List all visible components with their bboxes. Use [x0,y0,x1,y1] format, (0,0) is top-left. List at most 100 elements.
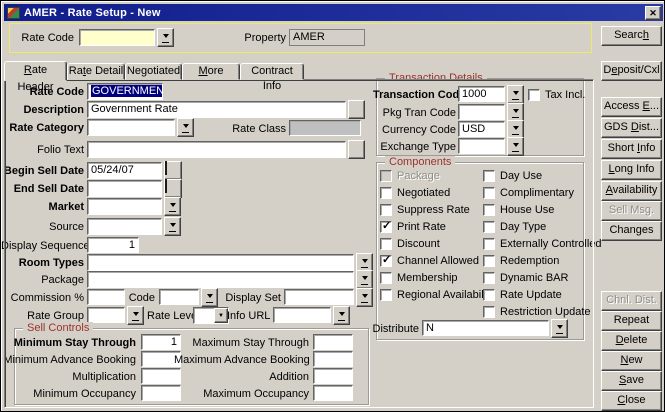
exchange-type-lov-icon[interactable] [507,137,524,156]
component-print-rate-row: Print Rate [380,219,446,233]
access-e-button[interactable]: Access E... [601,97,662,117]
channel-allowed-checkbox[interactable] [380,253,392,267]
long-info-button[interactable]: Long Info [601,160,662,180]
day-type-checkbox[interactable] [483,220,495,233]
display-sequence-input[interactable]: 1 [87,237,139,253]
rate-code-input[interactable]: GOVERNMENT [87,83,163,100]
close-icon[interactable]: ✕ [645,5,661,20]
display-set-input[interactable] [284,289,354,305]
pkg-tran-code-input[interactable] [458,104,505,120]
top-rate-code-lov-icon[interactable] [157,28,174,47]
package-input[interactable] [87,271,354,288]
begin-sell-date-label: Begin Sell Date [3,165,84,177]
sell-controls-group: Sell Controls [14,322,369,405]
max-advance-booking-input[interactable] [313,351,353,367]
rate-code-label: Rate Code [29,86,84,98]
rate-class-field [289,120,361,136]
chevron-down-icon[interactable]: ▼ [214,308,228,323]
print-rate-checkbox[interactable] [380,219,392,233]
info-url-lov-icon[interactable] [333,306,350,325]
commission-code-lov-icon[interactable] [201,288,218,307]
end-sell-date-input[interactable] [87,180,162,197]
app-icon [7,6,20,19]
delete-button[interactable]: Delete [601,331,662,351]
restriction-update-checkbox[interactable] [483,305,495,318]
exchange-type-input[interactable] [458,138,505,154]
gds-dist-button[interactable]: GDS Dist... [601,118,662,138]
source-lov-icon[interactable] [164,217,181,236]
membership-checkbox[interactable] [380,271,392,284]
tab-more[interactable]: More [182,63,240,80]
complimentary-checkbox[interactable] [483,186,495,199]
source-input[interactable] [87,218,162,235]
description-input[interactable]: Government Rate [87,101,346,118]
redemption-checkbox[interactable] [483,254,495,267]
component-package-row: Package [380,169,440,182]
pkg-tran-code-label: Pkg Tran Code [382,107,456,119]
search-panel [9,23,592,53]
component-day-type-row: Day Type [483,220,546,233]
top-rate-code-input[interactable] [79,29,155,46]
begin-sell-date-input[interactable]: 05/24/07 [87,162,162,179]
folio-text-translate-icon[interactable] [348,140,365,159]
description-translate-icon[interactable] [348,100,365,119]
tax-incl-row: Tax Incl. [528,88,585,101]
regional-availability-checkbox[interactable] [380,288,392,301]
transaction-code-input[interactable]: 1000 [458,86,505,102]
currency-code-lov-icon[interactable] [507,120,524,139]
source-label: Source [49,221,84,233]
max-occupancy-input[interactable] [313,385,353,401]
min-advance-booking-input[interactable] [141,351,181,367]
externally-controlled-checkbox[interactable] [483,237,495,250]
info-url-input[interactable] [273,307,331,323]
display-sequence-label: Display Sequence [1,240,90,252]
commission-code-input[interactable] [159,289,199,305]
component-dynamic-bar-row: Dynamic BAR [483,271,568,284]
search-button[interactable]: Search [601,26,662,46]
display-set-lov-icon[interactable] [356,288,373,307]
negotiated-checkbox[interactable] [380,186,392,199]
max-stay-through-input[interactable] [313,334,353,350]
short-info-button[interactable]: Short Info [601,139,662,159]
tab-rate-header[interactable]: Rate Header [4,61,67,93]
availability-button[interactable]: Availability [601,181,662,201]
day-use-checkbox[interactable] [483,169,495,182]
save-button[interactable]: Save [601,371,662,391]
changes-button[interactable]: Changes [601,221,662,241]
tab-negotiated[interactable]: Negotiated [125,63,182,80]
multiplication-input[interactable] [141,368,181,384]
dynamic-bar-checkbox[interactable] [483,271,495,284]
rate-level-combo[interactable]: ▼ [193,307,229,324]
close-button[interactable]: Close [601,391,662,411]
min-occupancy-input[interactable] [141,385,181,401]
deposit-cxl-button[interactable]: Deposit/Cxl [601,61,662,81]
rate-category-input[interactable] [87,119,175,136]
currency-code-input[interactable]: USD [458,121,505,137]
tab-rate-detail[interactable]: Rate Detail [67,63,125,80]
commission-input[interactable] [87,289,125,305]
tax-incl-checkbox[interactable] [528,88,540,101]
room-types-input[interactable] [87,254,354,271]
distribute-input[interactable]: N [422,320,549,336]
rate-group-input[interactable] [87,307,125,323]
tab-contract-info[interactable]: Contract Info [240,63,304,92]
rate-update-checkbox[interactable] [483,288,495,301]
rate-level-label: Rate Level [147,310,200,322]
transaction-code-lov-icon[interactable] [507,85,524,104]
market-input[interactable] [87,198,162,215]
rate-group-lov-icon[interactable] [127,306,144,325]
new-button[interactable]: New [601,351,662,371]
component-suppress-rate-row: Suppress Rate [380,203,470,216]
component-restriction-update-row: Restriction Update [483,305,591,318]
addition-input[interactable] [313,368,353,384]
distribute-lov-icon[interactable] [551,319,568,338]
discount-checkbox[interactable] [380,237,392,250]
repeat-button[interactable]: Repeat [601,311,662,331]
market-lov-icon[interactable] [164,197,181,216]
suppress-rate-checkbox[interactable] [380,203,392,216]
house-use-checkbox[interactable] [483,203,495,216]
min-stay-through-input[interactable]: 1 [141,334,181,350]
folio-text-input[interactable] [87,141,346,158]
rate-category-lov-icon[interactable] [177,118,194,137]
components-title: Components [385,156,456,168]
